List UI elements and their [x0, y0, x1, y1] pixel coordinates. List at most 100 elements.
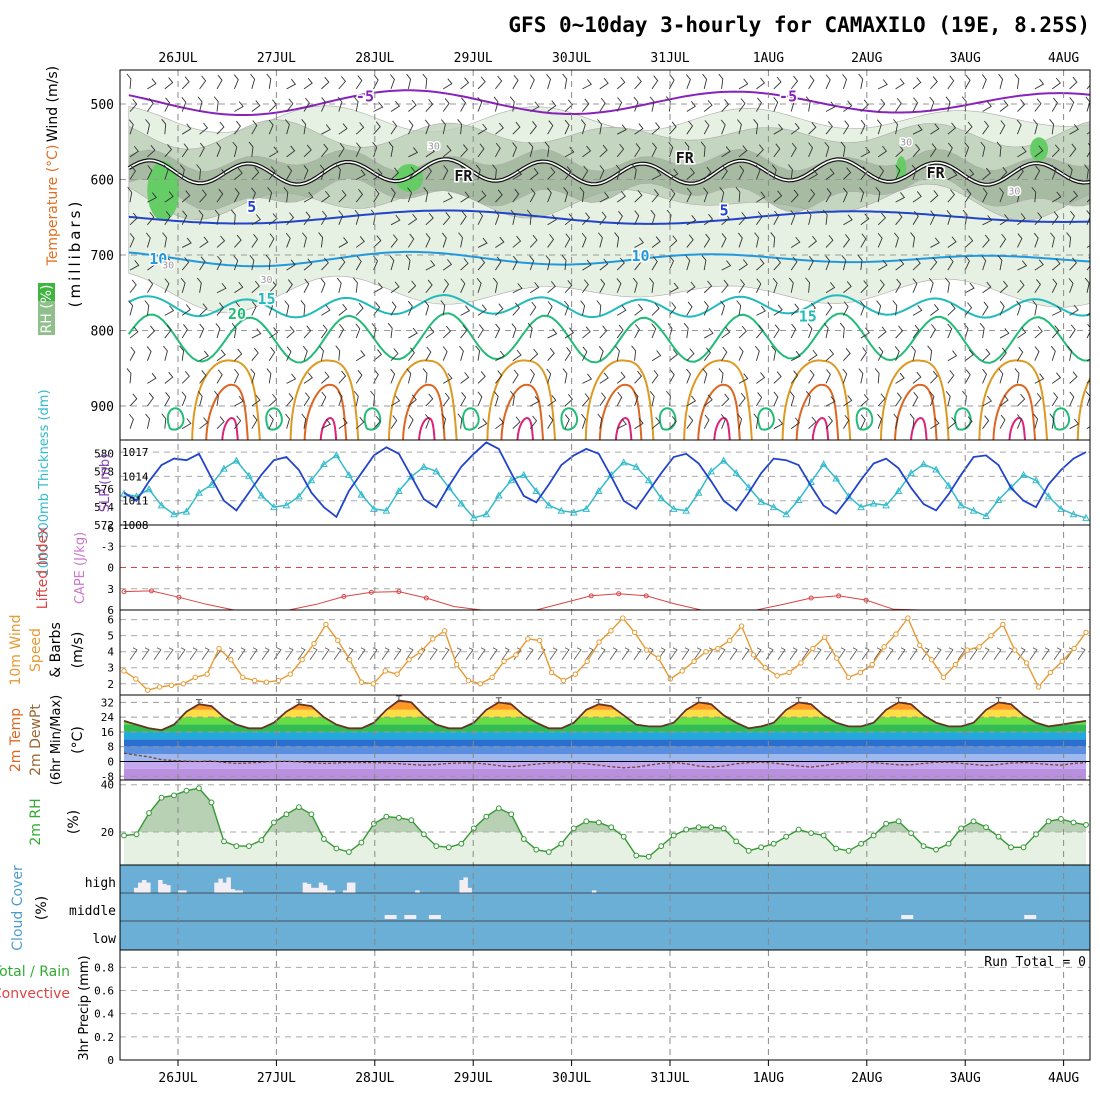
wind-barb — [442, 392, 450, 407]
wind-barb — [947, 303, 956, 316]
wind-barb — [1034, 373, 1045, 384]
wind10m-barb — [873, 647, 882, 660]
wind-barb — [529, 368, 535, 384]
li-tick-label: -6 — [101, 522, 114, 535]
wind-barb — [546, 368, 552, 384]
wind-barb — [999, 301, 1005, 316]
pressure-axis-label: (millibars) — [66, 199, 84, 308]
bottom-date-label: 29JUL — [454, 1071, 493, 1086]
wind-barb — [1069, 124, 1079, 135]
wind-barb — [982, 368, 988, 384]
wind-barb — [509, 96, 515, 112]
wind-barb — [912, 324, 920, 339]
wind-barb — [721, 166, 728, 180]
wind-barb — [599, 77, 609, 90]
wind-barb — [721, 260, 732, 271]
wind-barb — [999, 166, 1008, 180]
rh-max-blob — [896, 156, 907, 181]
wind10m-barb — [633, 647, 642, 660]
temp-tick-label: 32 — [101, 696, 114, 709]
wind-barb — [336, 277, 342, 293]
wind-barb — [686, 215, 697, 226]
wind-barb — [1051, 392, 1059, 407]
wind-barb — [564, 233, 571, 248]
wind10m-speed-point — [964, 647, 970, 653]
wind-barb — [738, 346, 744, 361]
thickness-point — [582, 504, 591, 512]
wind10m-speed-point — [287, 671, 293, 677]
wind-barb — [442, 212, 451, 226]
wind-barb — [754, 232, 759, 248]
thickness-tick-label: 572 — [94, 519, 114, 532]
wind-barb — [912, 144, 921, 158]
wind-barb — [129, 212, 138, 226]
contour-label: FR — [927, 164, 946, 182]
wind10m-speed-point — [1047, 669, 1054, 676]
wind10m-barb — [201, 647, 210, 660]
temp-color-band — [124, 739, 1086, 747]
wind-barb — [773, 391, 779, 407]
wind-barb — [964, 302, 973, 316]
cloud-high-bar — [222, 882, 227, 893]
wind10m-tick-label: 4 — [107, 646, 114, 659]
wind-barb — [599, 258, 609, 271]
wind-barb — [199, 370, 207, 384]
wind-barb — [302, 345, 308, 361]
wind-barb — [790, 417, 800, 430]
temp-tick-label: -8 — [101, 770, 114, 783]
wind-barb — [510, 209, 516, 225]
wind-barb — [982, 395, 992, 407]
rh-point — [1045, 818, 1052, 825]
rh-point — [233, 843, 240, 850]
wind-barb — [216, 142, 222, 157]
wind-barb — [599, 97, 606, 112]
temp-max-bar — [595, 699, 602, 705]
wind-barb — [460, 392, 467, 407]
wind-barb — [823, 322, 829, 339]
rh-point — [533, 846, 540, 853]
wind-barb — [199, 303, 208, 316]
wind-barb — [634, 303, 644, 316]
cloud-high-bar — [230, 889, 235, 893]
temp-max-bar — [295, 699, 302, 705]
temp-max-bar — [795, 697, 802, 703]
wind-barb — [199, 236, 209, 248]
wind-barb — [147, 211, 155, 226]
wind-barb — [233, 368, 240, 384]
wind-barb — [129, 326, 139, 339]
thermal-contour — [388, 359, 458, 440]
wind-barb — [859, 187, 865, 203]
isotherm-line — [127, 312, 1090, 364]
wind-barb — [425, 233, 431, 248]
wind-barb — [180, 277, 186, 293]
wind-barb — [251, 301, 257, 316]
wind-barb — [301, 119, 307, 135]
rh-point — [320, 836, 327, 842]
wind10m-speed-point — [976, 644, 982, 650]
thermal-contour — [303, 383, 348, 440]
freezing-isotherm-core — [128, 158, 1090, 186]
thickness-point — [682, 506, 691, 514]
thickness-tick-label: 578 — [94, 465, 114, 478]
wind-barb — [930, 304, 940, 316]
cloud-high-bar — [322, 885, 328, 893]
thickness-point — [969, 506, 978, 514]
wind-barb — [616, 304, 627, 316]
wind-barb — [230, 209, 236, 225]
wind-barb — [196, 277, 202, 293]
cloud-high-bar — [302, 882, 308, 893]
wind-barb — [475, 164, 481, 180]
wind-barb — [773, 210, 780, 226]
wind-barb — [1049, 413, 1055, 429]
wind-barb — [756, 97, 762, 112]
wind-barb — [199, 417, 209, 430]
wind-barb — [876, 300, 882, 316]
rh-point — [383, 813, 390, 820]
thickness-point — [357, 490, 366, 498]
wind-barb — [301, 413, 307, 429]
temp-axis-label: (6hr Min/Max) — [49, 695, 64, 785]
wind-barb — [668, 142, 674, 157]
thickness-point — [482, 510, 491, 518]
wind-barb — [265, 254, 271, 271]
